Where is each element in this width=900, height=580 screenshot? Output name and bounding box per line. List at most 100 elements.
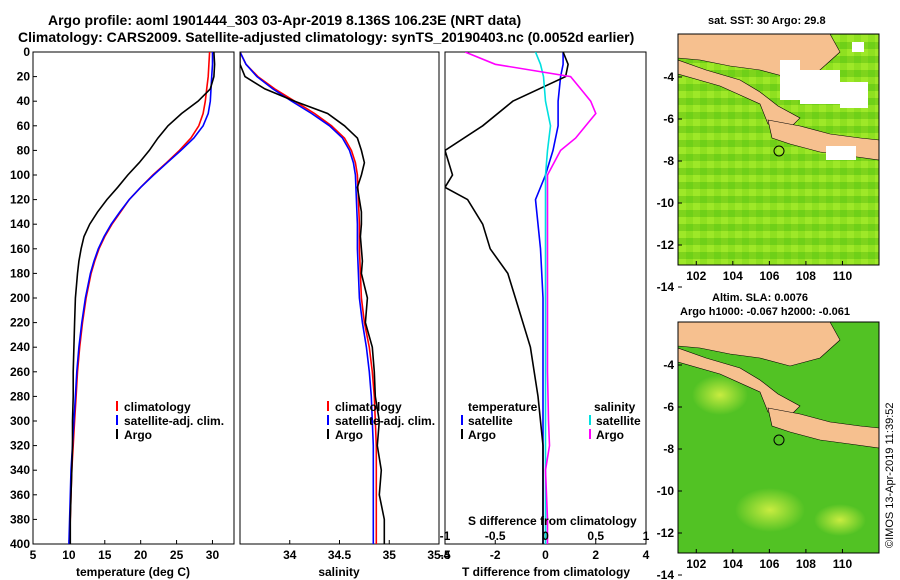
- legend-label-s-satellite: satellite: [596, 414, 641, 428]
- map-y-tick-label: -4: [663, 70, 674, 84]
- t-difference-xlabel: T difference from climatology: [462, 565, 630, 579]
- x-tick-label: 15: [98, 548, 112, 562]
- sst-no-data-2: [800, 70, 840, 104]
- legend-label-satellite-adj: satellite-adj. clim.: [335, 414, 435, 428]
- legend-label-argo: Argo: [124, 428, 152, 442]
- temperature-panel: 0 20 40 60 80 100 120 140 160 180 200 220 240 260 280 3…: [10, 45, 235, 579]
- sst-map-frame: [677, 33, 880, 266]
- map-y-tick-label: -10: [657, 484, 675, 498]
- map-x-tick-label: 106: [759, 269, 779, 283]
- series-t-argo: [445, 52, 569, 544]
- map-x-tick-label: 110: [833, 269, 853, 283]
- sla-map-frame: [677, 321, 880, 554]
- legend-label-climatology: climatology: [124, 400, 191, 414]
- credit-text: ©IMOS 13-Apr-2019 11:39:52: [884, 402, 896, 548]
- salinity-xlabel: salinity: [318, 565, 360, 579]
- s-diff-tick-label: 0: [542, 529, 549, 543]
- x-tick-label: -4: [440, 548, 451, 562]
- sla-argo-location-marker: [773, 434, 785, 446]
- legend-label-t-satellite: satellite: [468, 414, 513, 428]
- s-difference-label: S difference from climatology: [468, 514, 637, 528]
- y-tick-label: 380: [10, 512, 30, 526]
- y-tick-label: 100: [10, 168, 30, 182]
- temperature-xlabel: temperature (deg C): [76, 565, 190, 579]
- map-x-tick-label: 102: [686, 557, 706, 571]
- sla-map: 102 104 106 108 110 -4 -6 -8 -10 -12 -14: [657, 321, 880, 580]
- series-argo: [240, 52, 386, 544]
- difference-panel: -4 -2 0 2 4 S difference from climatology -1…: [440, 51, 650, 579]
- y-tick-label: 120: [10, 193, 30, 207]
- sst-map-title: sat. SST: 30 Argo: 29.8: [708, 15, 826, 27]
- map-y-tick-label: -6: [663, 112, 674, 126]
- sla-anomaly-3: [814, 504, 866, 536]
- map-y-tick-label: -12: [657, 526, 675, 540]
- y-tick-label: 0: [23, 45, 30, 59]
- x-tick-label: 35.5: [427, 548, 451, 562]
- y-tick-label: 240: [10, 340, 30, 354]
- sla-map-land-sumatra: [677, 322, 801, 417]
- sla-anomaly-1: [735, 488, 805, 532]
- x-tick-label: 34.5: [328, 548, 352, 562]
- map-x-tick-label: 110: [833, 557, 853, 571]
- y-tick-label: 340: [10, 463, 30, 477]
- temperature-legend: climatology satellite-adj. clim. Argo: [116, 400, 224, 442]
- s-diff-tick-label: 1: [643, 529, 650, 543]
- y-tick-label: 260: [10, 365, 30, 379]
- x-tick-label: 10: [62, 548, 76, 562]
- s-diff-tick-label: 0.5: [587, 529, 604, 543]
- map-y-tick-label: -10: [657, 196, 675, 210]
- series-s-argo: [464, 52, 597, 544]
- sla-map-title-1: Altim. SLA: 0.0076: [712, 292, 808, 304]
- legend-label-climatology: climatology: [335, 400, 402, 414]
- sst-map: 102 104 106 108 110 -4 -6 -8 -10 -12 -14: [657, 33, 880, 294]
- legend-label-t-argo: Argo: [468, 428, 496, 442]
- x-tick-label: 5: [30, 548, 37, 562]
- map-x-tick-label: 102: [686, 269, 706, 283]
- legend-heading-temperature: temperature: [468, 400, 538, 414]
- sla-anomaly-2: [692, 375, 748, 415]
- y-tick-label: 40: [17, 94, 31, 108]
- series-s-satellite: [534, 52, 552, 544]
- y-tick-label: 200: [10, 291, 30, 305]
- sst-no-data-4: [852, 42, 864, 52]
- legend-label-s-argo: Argo: [596, 428, 624, 442]
- series-satellite-adj-clim-: [68, 52, 214, 544]
- map-y-tick-label: -8: [663, 154, 674, 168]
- sla-map-land-sumatra-north: [677, 321, 841, 367]
- y-tick-label: 160: [10, 242, 30, 256]
- x-tick-label: -2: [490, 548, 501, 562]
- s-diff-tick-label: -0.5: [485, 529, 506, 543]
- map-y-tick-label: -8: [663, 442, 674, 456]
- x-tick-label: 35: [383, 548, 397, 562]
- sst-no-data-3: [840, 82, 868, 108]
- x-tick-label: 25: [170, 548, 184, 562]
- sst-argo-location-marker: [773, 145, 785, 157]
- y-tick-label: 20: [17, 70, 31, 84]
- y-tick-label: 400: [10, 537, 30, 551]
- x-tick-label: 2: [592, 548, 599, 562]
- y-tick-label: 320: [10, 439, 30, 453]
- series-satellite-adj-clim-: [240, 52, 375, 544]
- y-tick-label: 300: [10, 414, 30, 428]
- s-diff-tick-label: -1: [440, 529, 451, 543]
- series-argo: [69, 52, 216, 544]
- map-y-tick-label: -14: [657, 568, 675, 580]
- map-x-tick-label: 106: [759, 557, 779, 571]
- map-x-tick-label: 104: [723, 269, 743, 283]
- map-x-tick-label: 108: [796, 557, 816, 571]
- legend-label-satellite-adj: satellite-adj. clim.: [124, 414, 224, 428]
- map-y-tick-label: -14: [657, 280, 675, 294]
- x-tick-label: 4: [643, 548, 650, 562]
- salinity-panel: 34 34.5 35 35.5 salinity climatology satell…: [239, 51, 451, 579]
- difference-legend: temperature satellite Argo salinity sate…: [461, 400, 641, 442]
- y-tick-label: 360: [10, 488, 30, 502]
- map-x-tick-label: 108: [796, 269, 816, 283]
- sla-map-title-2: Argo h1000: -0.067 h2000: -0.061: [680, 306, 850, 318]
- map-y-tick-label: -4: [663, 358, 674, 372]
- title-line-2: Climatology: CARS2009. Satellite-adjuste…: [18, 29, 635, 45]
- title-line-1: Argo profile: aoml 1901444_303 03-Apr-20…: [48, 12, 522, 28]
- y-tick-label: 220: [10, 316, 30, 330]
- series-t-satellite: [534, 52, 564, 544]
- y-tick-label: 80: [17, 143, 31, 157]
